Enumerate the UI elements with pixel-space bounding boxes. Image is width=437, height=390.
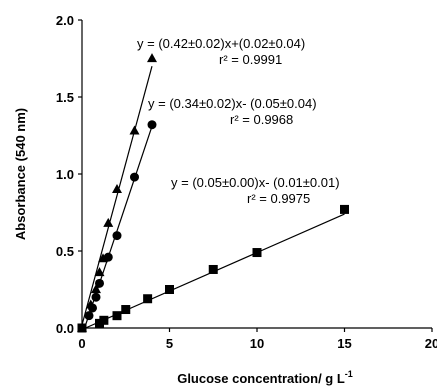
x-axis-title-sup: -1 [345, 369, 353, 379]
data-point-square [77, 323, 87, 333]
data-point-square [165, 285, 174, 294]
equation-square: y = (0.05±0.00)x- (0.01±0.01) [171, 175, 340, 190]
data-point-triangle [112, 184, 122, 193]
data-point-circle [95, 278, 104, 288]
r2-square: r² = 0.9975 [247, 191, 310, 206]
data-point-square [112, 311, 122, 321]
y-tick-label: 0.5 [56, 244, 74, 259]
data-markers [77, 53, 349, 333]
data-point-triangle [94, 267, 105, 277]
data-point-triangle [91, 284, 101, 294]
x-tick-label: 5 [166, 336, 173, 351]
x-tick-label: 15 [337, 336, 351, 351]
data-point-circle [88, 303, 97, 313]
y-axis-title: Absorbance (540 nm) [13, 108, 28, 240]
y-tick-label: 1.0 [56, 167, 74, 182]
data-point-circle [103, 252, 113, 262]
data-point-triangle [147, 53, 157, 63]
data-point-square [208, 264, 218, 274]
y-tick-label: 2.0 [56, 13, 74, 28]
r2-circle: r² = 0.9968 [230, 112, 293, 127]
data-point-circle [112, 231, 122, 241]
data-point-triangle [103, 217, 114, 227]
data-point-circle [147, 120, 157, 130]
y-tick-label: 1.5 [56, 90, 74, 105]
data-point-square [252, 248, 262, 258]
x-axis-title-main: Glucose concentration/ g L [177, 371, 345, 386]
equation-circle: y = (0.34±0.02)x- (0.05±0.04) [148, 96, 317, 111]
data-point-circle [84, 311, 94, 321]
data-point-square [143, 294, 153, 304]
r2-triangle: r² = 0.9991 [219, 52, 282, 67]
data-point-circle [91, 292, 101, 302]
y-tick-label: 0.0 [56, 321, 74, 336]
equation-triangle: y = (0.42±0.02)x+(0.02±0.04) [137, 36, 305, 51]
x-tick-label: 20 [425, 336, 437, 351]
axis-ticks: 0.0 0.5 1.0 1.5 2.0 0 5 10 15 20 [56, 13, 437, 351]
x-tick-label: 0 [78, 336, 85, 351]
fit-line-triangle [81, 66, 153, 326]
x-axis-title: Glucose concentration/ g L-1 [177, 369, 353, 386]
data-point-square [121, 305, 131, 315]
data-point-square [340, 204, 349, 214]
data-point-square [99, 315, 109, 325]
data-point-triangle [129, 125, 140, 135]
x-tick-label: 10 [250, 336, 264, 351]
data-point-circle [130, 172, 139, 182]
